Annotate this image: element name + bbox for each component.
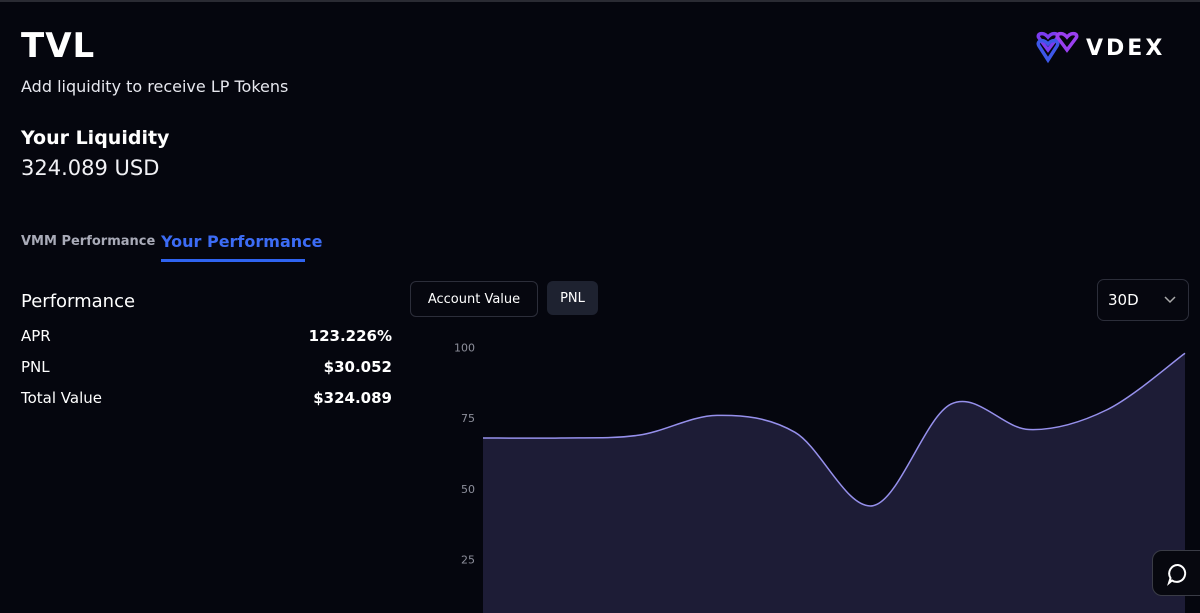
page-title: TVL (21, 26, 96, 66)
y-tick-label: 50 (461, 483, 475, 496)
tab-underline (161, 259, 305, 262)
chart: 25 50 75 100 (454, 342, 1186, 613)
row-value: $30.052 (323, 358, 392, 376)
logo-mark (1036, 38, 1060, 64)
row-value: 123.226% (308, 327, 392, 345)
tab-active[interactable]: Your Performance (161, 232, 323, 251)
chevron (1164, 296, 1176, 304)
page-subtitle: Add liquidity to receive LP Tokens (21, 77, 289, 96)
row-label: APR (21, 327, 51, 345)
y-tick-label: 100 (454, 342, 475, 355)
area-line (482, 352, 1186, 507)
toggle-button[interactable]: Account Value (410, 281, 538, 317)
liquidity-value: 324.089 USD (21, 156, 160, 180)
tab[interactable]: VMM Performance (21, 234, 156, 249)
row-value: $324.089 (313, 389, 392, 407)
brand-logo: VDEX (1036, 31, 1164, 64)
section-title: Performance (21, 291, 136, 312)
range-select[interactable]: 30D (1097, 279, 1189, 321)
brand-name: VDEX (1086, 36, 1164, 61)
top-border (0, 0, 1200, 2)
toggle-button-active[interactable]: PNL (547, 281, 598, 315)
y-tick-label: 75 (461, 412, 475, 425)
row-label: Total Value (21, 389, 102, 407)
chat-button[interactable] (1152, 550, 1200, 596)
row-label: PNL (21, 358, 50, 376)
range-value: 30D (1108, 291, 1139, 309)
area-fill (483, 353, 1185, 613)
liquidity-label: Your Liquidity (21, 127, 170, 149)
logo-mark (1055, 31, 1079, 53)
chat-icon (1167, 563, 1187, 586)
y-tick-label: 25 (461, 553, 475, 566)
